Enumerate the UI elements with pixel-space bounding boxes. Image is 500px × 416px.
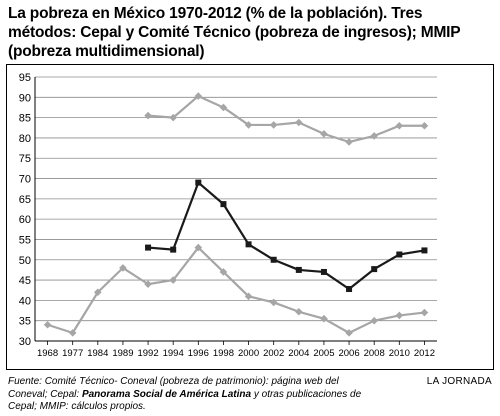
data-point bbox=[320, 130, 328, 138]
data-point bbox=[269, 121, 278, 129]
data-point bbox=[395, 311, 404, 320]
x-tick-label: 1992 bbox=[137, 348, 158, 359]
x-tick-label: 1996 bbox=[188, 348, 209, 359]
data-point bbox=[194, 92, 203, 100]
series-3 bbox=[43, 243, 429, 337]
data-point bbox=[144, 111, 152, 120]
series-line bbox=[147, 94, 425, 144]
y-tick-label: 40 bbox=[19, 295, 31, 307]
source-publication-title: Panorama Social de América Latina bbox=[81, 388, 252, 400]
data-point bbox=[219, 268, 228, 276]
y-tick-label: 35 bbox=[19, 316, 31, 328]
data-point bbox=[421, 247, 428, 254]
data-point bbox=[420, 121, 429, 130]
data-point bbox=[220, 201, 227, 208]
x-tick-label: 2008 bbox=[364, 348, 385, 359]
data-point bbox=[420, 308, 429, 317]
y-tick-label: 75 bbox=[19, 153, 31, 165]
data-point bbox=[270, 256, 277, 263]
x-tick-label: 2005 bbox=[313, 348, 334, 359]
series-2 bbox=[145, 179, 428, 293]
x-tick-label: 2012 bbox=[414, 348, 435, 359]
chart-frame: 30 35 40 45 50 55 60 65 70 75 80 85 90 95 1968 1977 1984… bbox=[6, 64, 494, 370]
x-tick-label: 1998 bbox=[213, 348, 234, 359]
series-line bbox=[47, 246, 425, 334]
data-point bbox=[295, 307, 303, 316]
source-text-2: y otras publicaciones de Cepal; MMIP: cá… bbox=[8, 388, 362, 413]
data-point bbox=[345, 138, 353, 146]
data-point bbox=[244, 292, 253, 301]
y-tick-label: 30 bbox=[19, 336, 31, 348]
y-tick-label: 65 bbox=[19, 194, 31, 206]
data-point bbox=[370, 132, 378, 140]
x-tick-label: 1989 bbox=[112, 348, 133, 359]
data-point bbox=[144, 280, 152, 288]
y-tick-label: 80 bbox=[19, 133, 31, 145]
y-tick-label: 55 bbox=[19, 234, 31, 246]
y-tick-label: 95 bbox=[19, 72, 31, 84]
x-tick-label: 1977 bbox=[62, 348, 83, 359]
data-point bbox=[43, 320, 52, 329]
data-point bbox=[219, 103, 228, 112]
data-point bbox=[145, 244, 152, 251]
data-point bbox=[295, 266, 302, 273]
data-point bbox=[119, 264, 127, 272]
publisher-credit: LA JORNADA bbox=[426, 376, 492, 387]
x-tick-label: 2006 bbox=[338, 348, 359, 359]
source-text-1: Fuente: Comité Técnico- Coneval (pobreza… bbox=[8, 376, 339, 400]
y-tick-label: 45 bbox=[19, 275, 31, 287]
data-point bbox=[170, 246, 177, 253]
y-tick-label: 50 bbox=[19, 255, 31, 267]
data-point bbox=[68, 329, 77, 337]
series-line bbox=[147, 181, 425, 291]
y-tick-label: 90 bbox=[19, 92, 31, 104]
chart-title: La pobreza en México 1970-2012 (% de la … bbox=[8, 5, 461, 60]
x-tick-label: 2010 bbox=[389, 348, 410, 359]
x-tick-label: 2002 bbox=[263, 348, 284, 359]
data-point bbox=[244, 121, 253, 129]
series-1 bbox=[144, 92, 429, 146]
data-point bbox=[396, 251, 403, 258]
data-point bbox=[370, 316, 378, 325]
data-point bbox=[245, 241, 252, 248]
source-note: Fuente: Comité Técnico- Coneval (pobreza… bbox=[8, 376, 368, 414]
data-point bbox=[169, 276, 177, 284]
data-point bbox=[194, 243, 203, 252]
data-point bbox=[346, 286, 353, 293]
data-point bbox=[395, 121, 404, 130]
x-tick-label: 2000 bbox=[238, 348, 259, 359]
data-point bbox=[195, 179, 202, 186]
data-point bbox=[345, 329, 353, 337]
data-point bbox=[269, 298, 278, 307]
data-point bbox=[371, 266, 378, 273]
x-tick-label: 2004 bbox=[288, 348, 309, 359]
data-point bbox=[320, 314, 328, 323]
data-point bbox=[295, 118, 303, 127]
x-tick-label: 1994 bbox=[163, 348, 184, 359]
x-tick-label: 1984 bbox=[87, 348, 108, 359]
x-tick-label: 1968 bbox=[37, 348, 58, 359]
data-point bbox=[94, 288, 102, 297]
y-tick-label: 70 bbox=[19, 174, 31, 186]
data-point bbox=[169, 113, 177, 122]
data-point bbox=[320, 268, 327, 275]
line-chart: 30 35 40 45 50 55 60 65 70 75 80 85 90 95 1968 1977 1984… bbox=[19, 72, 437, 359]
y-tick-label: 60 bbox=[19, 214, 31, 226]
y-tick-label: 85 bbox=[19, 113, 31, 125]
